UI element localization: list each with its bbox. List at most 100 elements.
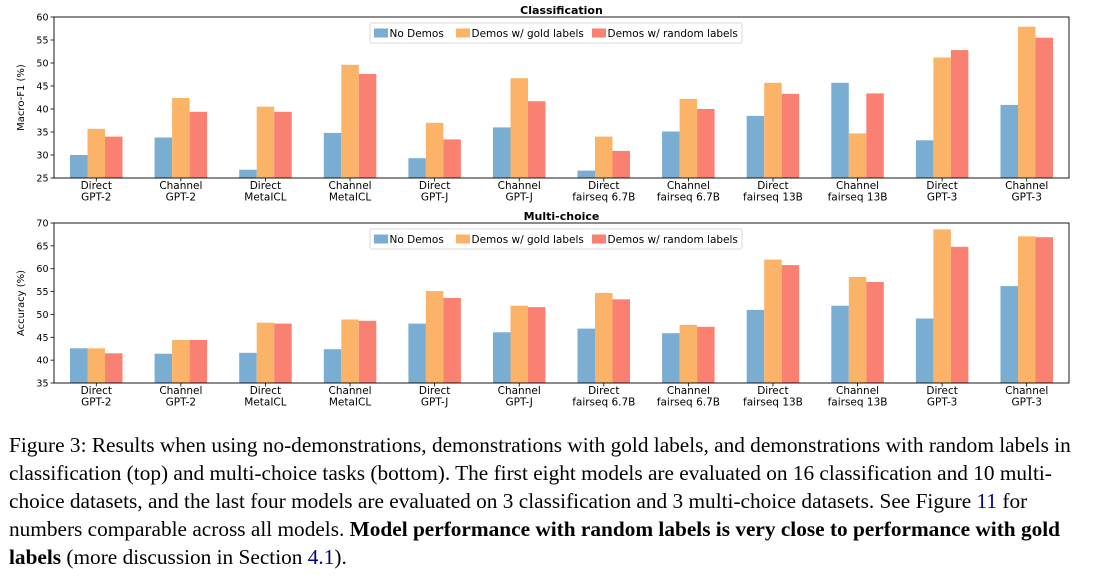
x-tick-label: fairseq 6.7B [657, 192, 720, 204]
x-tick-label: Direct [419, 180, 450, 192]
x-tick-label: GPT-J [421, 397, 448, 409]
bar [87, 128, 105, 178]
legend-swatch [592, 234, 606, 244]
caption-text-1: Results when using no-demonstrations, de… [9, 433, 1071, 513]
legend-label: Demos w/ gold labels [472, 28, 584, 40]
bar [746, 309, 765, 383]
bar [866, 93, 884, 178]
bar [764, 259, 782, 383]
bar [1018, 236, 1036, 383]
bar [662, 131, 680, 178]
x-tick-label: Direct [250, 385, 281, 397]
x-tick-label: Direct [926, 385, 957, 397]
caption-text-4: ). [334, 545, 347, 569]
bar [105, 353, 123, 383]
x-tick-label: Direct [419, 385, 450, 397]
legend-label: Demos w/ random labels [608, 28, 738, 40]
bar [408, 323, 426, 383]
x-tick-label: Direct [757, 385, 788, 397]
y-tick-label: 65 [36, 241, 48, 252]
x-tick-label: GPT-J [421, 192, 448, 204]
section-reference-link[interactable]: 4.1 [307, 545, 335, 569]
x-tick-label: GPT-2 [81, 397, 111, 409]
x-tick-label: fairseq 13B [828, 397, 888, 409]
x-tick-label: Direct [588, 385, 619, 397]
bar [408, 158, 426, 178]
bar [493, 127, 511, 178]
legend-swatch [374, 28, 388, 38]
bar [1018, 26, 1036, 179]
x-tick-label: GPT-J [506, 397, 533, 409]
bar [443, 139, 461, 178]
bar [256, 106, 275, 178]
y-axis-label: Macro-F1 (%) [16, 64, 27, 131]
bar [323, 132, 342, 178]
x-tick-label: MetaICL [244, 397, 286, 409]
bar [358, 320, 377, 383]
legend-label: Demos w/ random labels [608, 234, 738, 246]
y-tick-label: 25 [36, 174, 48, 185]
bar [781, 265, 800, 383]
bar [274, 111, 292, 178]
bar [831, 82, 849, 178]
y-tick-label: 50 [36, 310, 48, 321]
y-tick-label: 35 [36, 128, 48, 139]
bar [70, 155, 88, 178]
bar [443, 298, 461, 383]
bar [87, 348, 105, 383]
x-tick-label: Channel [836, 385, 879, 397]
bar [358, 74, 377, 178]
caption-text-3: (more discussion in Section [61, 545, 308, 569]
bar [950, 50, 969, 178]
bar [189, 340, 208, 383]
y-tick-label: 35 [36, 379, 48, 390]
x-tick-label: MetaICL [329, 192, 371, 204]
bar [933, 57, 951, 178]
x-tick-label: Channel [667, 180, 710, 192]
x-tick-label: GPT-2 [81, 192, 111, 204]
bar [915, 318, 934, 383]
bar [154, 137, 173, 178]
bar [848, 276, 867, 383]
bar [341, 319, 359, 383]
x-tick-label: Channel [1005, 180, 1048, 192]
x-tick-label: Channel [328, 180, 371, 192]
y-tick-label: 55 [36, 36, 48, 47]
x-tick-label: Channel [328, 385, 371, 397]
x-tick-label: Channel [1005, 385, 1048, 397]
y-tick-label: 30 [36, 151, 48, 162]
figure-caption: Figure 3: Results when using no-demonstr… [9, 431, 1079, 571]
x-tick-label: GPT-3 [927, 397, 957, 409]
figure-reference-link[interactable]: 11 [976, 489, 998, 513]
y-tick-label: 70 [36, 219, 48, 230]
legend-label: No Demos [390, 234, 444, 246]
x-tick-label: Channel [498, 180, 541, 192]
bar [1000, 286, 1018, 383]
chart-title: Classification [520, 4, 603, 17]
bar [1035, 37, 1053, 179]
x-tick-label: fairseq 6.7B [657, 397, 720, 409]
x-tick-label: Direct [926, 180, 957, 192]
bar [425, 122, 444, 178]
bar [70, 348, 88, 383]
x-tick-label: fairseq 13B [828, 192, 888, 204]
bar [425, 291, 444, 383]
bar [662, 333, 680, 383]
bar [256, 322, 275, 383]
x-tick-label: Channel [498, 385, 541, 397]
x-tick-label: Channel [159, 180, 202, 192]
bar [239, 352, 257, 383]
x-tick-label: Direct [757, 180, 788, 192]
bar [746, 115, 765, 178]
x-tick-label: fairseq 13B [743, 192, 803, 204]
bar [577, 328, 595, 383]
x-tick-label: fairseq 6.7B [572, 397, 635, 409]
x-tick-label: GPT-3 [1012, 397, 1042, 409]
bar [528, 307, 546, 383]
x-tick-label: GPT-J [506, 192, 533, 204]
plot-frame [53, 222, 1070, 384]
bar [915, 140, 934, 178]
bar [105, 136, 123, 178]
y-tick-label: 60 [36, 264, 48, 275]
x-tick-label: MetaICL [244, 192, 286, 204]
